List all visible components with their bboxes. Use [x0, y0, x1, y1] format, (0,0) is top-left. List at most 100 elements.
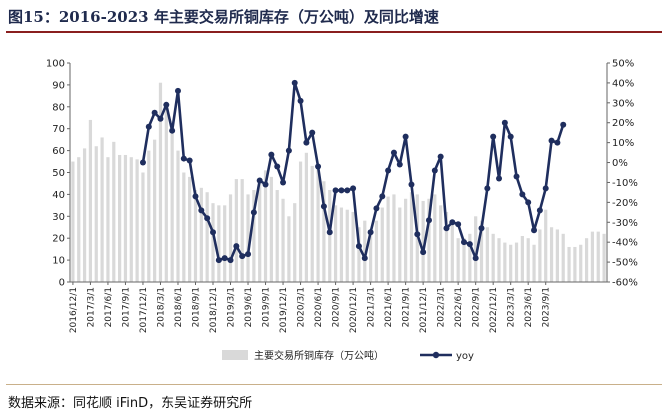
- inventory-bar: [503, 242, 507, 282]
- yoy-point: [186, 157, 193, 164]
- inventory-bar: [293, 203, 297, 282]
- x-tick-label: 2017/6/1: [104, 287, 114, 327]
- x-tick-label: 2020/3/1: [297, 287, 307, 327]
- right-tick-label: -50%: [612, 258, 638, 269]
- inventory-bar: [88, 119, 93, 282]
- yoy-point: [466, 241, 473, 248]
- inventory-bar: [228, 194, 233, 282]
- inventory-bar: [456, 238, 460, 282]
- yoy-point: [151, 109, 158, 116]
- yoy-point: [396, 161, 403, 168]
- yoy-point: [443, 225, 450, 232]
- left-tick-label: 60: [52, 146, 65, 157]
- inventory-bar: [368, 233, 373, 282]
- x-tick-label: 2019/6/1: [244, 287, 254, 327]
- inventory-bar: [439, 205, 443, 282]
- left-tick-label: 20: [52, 234, 65, 245]
- inventory-bar: [573, 246, 577, 282]
- inventory-bar: [386, 196, 390, 282]
- yoy-point: [379, 193, 386, 200]
- inventory-bar: [135, 159, 139, 282]
- inventory-bar: [82, 148, 87, 282]
- x-tick-label: 2023/9/1: [542, 287, 552, 327]
- x-tick-label: 2021/6/1: [384, 287, 394, 327]
- yoy-point: [519, 191, 526, 198]
- inventory-bar: [164, 106, 168, 282]
- yoy-point: [478, 225, 485, 232]
- yoy-point: [256, 177, 263, 184]
- left-tick-label: 80: [52, 102, 65, 113]
- inventory-bar: [468, 233, 472, 282]
- yoy-point: [332, 187, 339, 194]
- yoy-point: [490, 133, 497, 140]
- yoy-point: [192, 193, 199, 200]
- right-tick-label: 40%: [612, 78, 634, 89]
- inventory-bar: [544, 209, 548, 282]
- yoy-point: [455, 221, 462, 228]
- yoy-point: [373, 205, 380, 212]
- yoy-point: [198, 207, 205, 214]
- yoy-point: [297, 97, 304, 104]
- inventory-bar: [223, 205, 227, 282]
- yoy-point: [560, 121, 567, 128]
- inventory-bar: [153, 139, 157, 282]
- source-note: 数据来源：同花顺 iFinD，东吴证券研究所: [8, 396, 253, 411]
- inventory-bar: [351, 211, 355, 282]
- inventory-bar: [252, 190, 256, 282]
- x-tick-label: 2018/3/1: [156, 287, 166, 327]
- right-tick-label: -20%: [612, 198, 638, 209]
- inventory-bar: [444, 211, 449, 282]
- x-tick-label: 2023/6/1: [524, 287, 534, 327]
- yoy-point: [326, 229, 333, 236]
- yoy-point: [350, 185, 357, 192]
- yoy-point: [309, 129, 316, 136]
- inventory-bar: [123, 154, 128, 282]
- left-tick-label: 30: [52, 212, 65, 223]
- yoy-point: [145, 123, 152, 130]
- x-tick-label: 2017/9/1: [121, 287, 131, 327]
- legend: 主要交易所铜库存（万公吨） yoy: [222, 349, 474, 362]
- source-divider: [6, 384, 662, 385]
- x-tick-label: 2022/3/1: [437, 287, 447, 327]
- inventory-bar: [100, 137, 104, 282]
- inventory-bar: [491, 233, 495, 282]
- yoy-point: [531, 227, 538, 234]
- yoy-point: [425, 217, 432, 224]
- inventory-bar: [567, 246, 571, 282]
- yoy-point: [303, 139, 310, 146]
- yoy-point: [285, 147, 292, 154]
- inventory-bar: [380, 207, 384, 282]
- inventory-bar: [322, 181, 326, 282]
- left-tick-label: 90: [52, 80, 65, 91]
- x-tick-label: 2022/6/1: [454, 287, 464, 327]
- inventory-bar: [509, 244, 513, 282]
- yoy-point: [233, 243, 240, 250]
- yoy-point: [496, 175, 503, 182]
- inventory-bar: [474, 216, 478, 282]
- inventory-bar: [555, 229, 559, 282]
- yoy-point: [291, 79, 298, 86]
- yoy-point: [460, 239, 467, 246]
- yoy-point: [174, 87, 181, 94]
- x-tick-label: 2018/9/1: [191, 287, 201, 327]
- inventory-bar: [357, 227, 361, 282]
- right-tick-label: -40%: [612, 238, 638, 249]
- yoy-point: [280, 179, 287, 186]
- yoy-point: [408, 181, 415, 188]
- right-tick-label: 30%: [612, 98, 634, 109]
- yoy-point: [315, 163, 322, 170]
- inventory-bar: [211, 203, 215, 282]
- inventory-bar: [497, 238, 501, 282]
- inventory-bar: [316, 168, 320, 282]
- x-tick-label: 2020/9/1: [332, 287, 342, 327]
- yoy-point: [420, 249, 427, 256]
- inventory-bar: [281, 198, 285, 282]
- x-tick-label: 2021/9/1: [402, 287, 412, 327]
- inventory-bar: [188, 176, 192, 282]
- inventory-bar: [398, 207, 402, 282]
- yoy-point: [239, 253, 246, 260]
- inventory-bar: [77, 157, 81, 282]
- right-tick-label: -10%: [612, 178, 638, 189]
- x-tick-label: 2018/6/1: [174, 287, 184, 327]
- yoy-point: [437, 153, 444, 160]
